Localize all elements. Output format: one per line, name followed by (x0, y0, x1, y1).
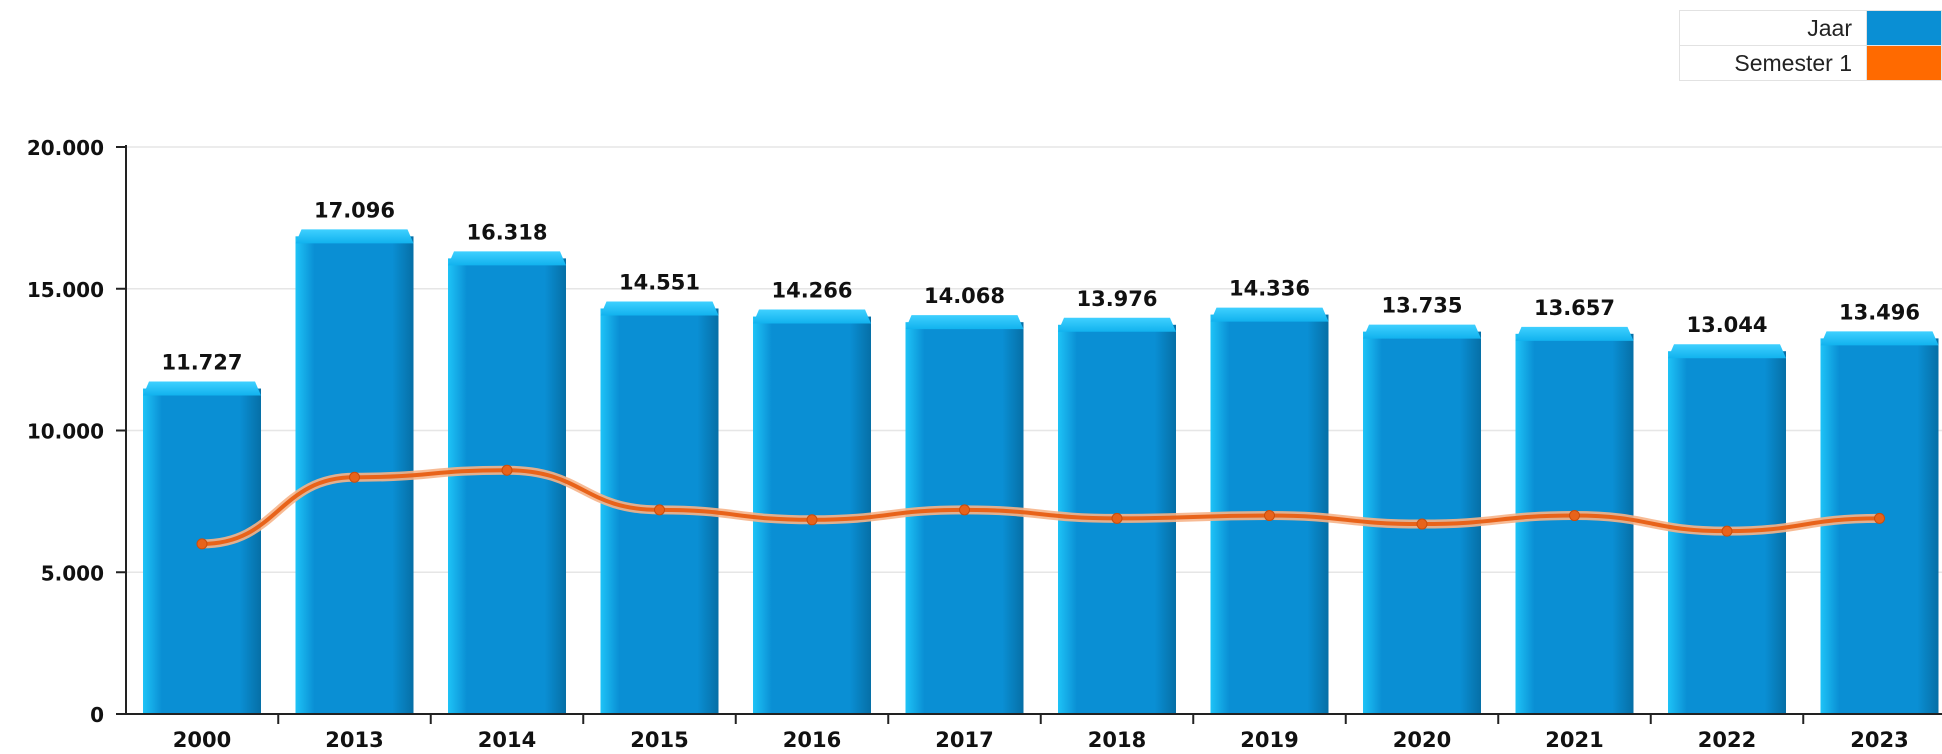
bar-cap (143, 381, 261, 396)
y-tick-label: 5.000 (41, 561, 104, 585)
legend-label-semester-1: Semester 1 (1679, 45, 1867, 81)
y-tick-label: 0 (90, 703, 104, 727)
y-tick-label: 20.000 (27, 136, 104, 160)
bar-value-label: 14.336 (1229, 277, 1310, 301)
line-point (806, 514, 818, 526)
bar-cap (1210, 307, 1329, 322)
line-point (349, 471, 360, 483)
line-point (501, 464, 513, 476)
line-point (1264, 510, 1275, 522)
bar-cap (1668, 344, 1786, 359)
bar-cap (600, 301, 719, 316)
bar-value-label: 13.044 (1686, 313, 1767, 337)
line-point (1874, 512, 1885, 524)
line-point (654, 504, 665, 516)
bar-cap (905, 315, 1024, 330)
legend-swatch-semester-1 (1866, 45, 1942, 81)
line-point (1721, 525, 1733, 537)
legend-item-semester-1[interactable]: Semester 1 (1679, 45, 1942, 81)
line-point (196, 538, 208, 550)
bar-value-label: 16.318 (466, 220, 547, 244)
bar-cap (448, 251, 566, 266)
bar (1820, 338, 1939, 714)
x-tick-label: 2018 (1088, 728, 1146, 750)
x-tick-label: 2017 (935, 728, 993, 750)
bar (448, 258, 566, 714)
line-point (1569, 510, 1580, 522)
series-line (201, 468, 1880, 546)
bar (905, 322, 1024, 714)
bar-value-label: 13.657 (1534, 296, 1615, 320)
bar-value-label: 11.727 (161, 351, 242, 375)
x-tick-label: 2015 (630, 728, 688, 750)
x-tick-label: 2014 (478, 728, 536, 750)
x-tick-label: 2021 (1545, 728, 1603, 750)
bar-cap (1058, 317, 1176, 332)
bar-cap (295, 229, 414, 244)
legend-swatch-jaar (1866, 10, 1942, 46)
line-point (1416, 518, 1428, 530)
bar-value-label: 14.551 (619, 270, 700, 294)
bar-value-label: 17.096 (314, 198, 395, 222)
bar-value-label: 14.068 (924, 284, 1005, 308)
bar-value-label: 13.496 (1839, 300, 1920, 324)
bar (143, 388, 261, 714)
legend: Jaar Semester 1 (1679, 10, 1942, 81)
x-tick-label: 2019 (1240, 728, 1298, 750)
line-point (959, 504, 970, 516)
bar-cap (753, 309, 871, 324)
bar-cap (1515, 326, 1634, 341)
legend-label-jaar: Jaar (1679, 10, 1867, 46)
x-tick-label: 2022 (1698, 728, 1756, 750)
x-tick-label: 2023 (1850, 728, 1908, 750)
bar-value-label: 13.976 (1076, 287, 1157, 311)
bar-cap (1820, 331, 1939, 346)
bar-cap (1363, 324, 1481, 339)
line-point (1111, 512, 1123, 524)
bar-value-label: 13.735 (1381, 294, 1462, 318)
legend-item-jaar[interactable]: Jaar (1679, 10, 1942, 46)
x-tick-label: 2013 (325, 728, 383, 750)
y-tick-label: 10.000 (27, 420, 104, 444)
y-tick-label: 15.000 (27, 278, 104, 302)
bar (1515, 333, 1634, 714)
x-tick-label: 2000 (173, 728, 231, 750)
x-tick-label: 2020 (1393, 728, 1451, 750)
bar-value-label: 14.266 (771, 279, 852, 303)
x-tick-label: 2016 (783, 728, 841, 750)
